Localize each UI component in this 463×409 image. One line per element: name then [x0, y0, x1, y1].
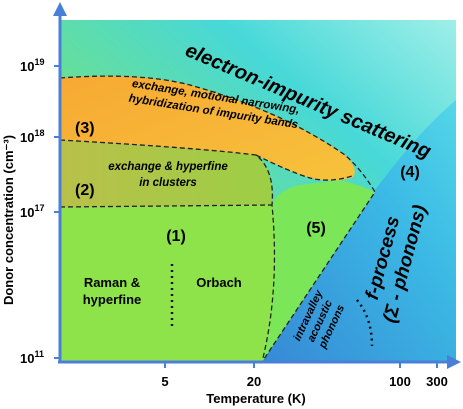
x-tick-label-300: 300 — [426, 374, 448, 389]
x-tick-label-20: 20 — [247, 374, 261, 389]
y-tick-label-1e17: 1017 — [20, 203, 44, 220]
region-1-number: (1) — [166, 228, 186, 245]
region-5-number: (5) — [306, 220, 326, 237]
region-2-text-line-2: in clusters — [139, 177, 197, 189]
x-tick-marks — [164, 362, 438, 368]
y-tick-label-1e19: 1019 — [20, 57, 44, 74]
region-2-text-line-1: exchange & hyperfine — [108, 161, 228, 173]
region-2-number: (2) — [75, 182, 95, 199]
region-2-area — [60, 140, 273, 207]
region-3-area — [60, 76, 355, 181]
y-tick-label-1e18: 1018 — [20, 128, 44, 145]
region-1-orbach: Orbach — [196, 275, 242, 290]
y-axis-title: Donor concentration (cm⁻³) — [1, 135, 16, 305]
region-4-number: (4) — [400, 164, 420, 181]
x-tick-label-5: 5 — [161, 374, 168, 389]
x-tick-label-100: 100 — [389, 374, 411, 389]
region-1-raman-line-2: hyperfine — [83, 292, 142, 307]
x-axis-title: Temperature (K) — [206, 391, 305, 406]
y-tick-label-1e11: 1011 — [20, 349, 44, 366]
region-boundaries — [59, 75, 376, 363]
y-axis-arrow — [53, 2, 67, 16]
region-5-area — [262, 180, 375, 362]
region-1-area — [60, 205, 275, 362]
y-tick-marks — [54, 65, 60, 359]
x-axis-arrow — [447, 355, 461, 369]
region-1-raman-line-1: Raman & — [84, 275, 140, 290]
region-3-number: (3) — [75, 120, 95, 137]
f-process-region — [262, 100, 456, 362]
